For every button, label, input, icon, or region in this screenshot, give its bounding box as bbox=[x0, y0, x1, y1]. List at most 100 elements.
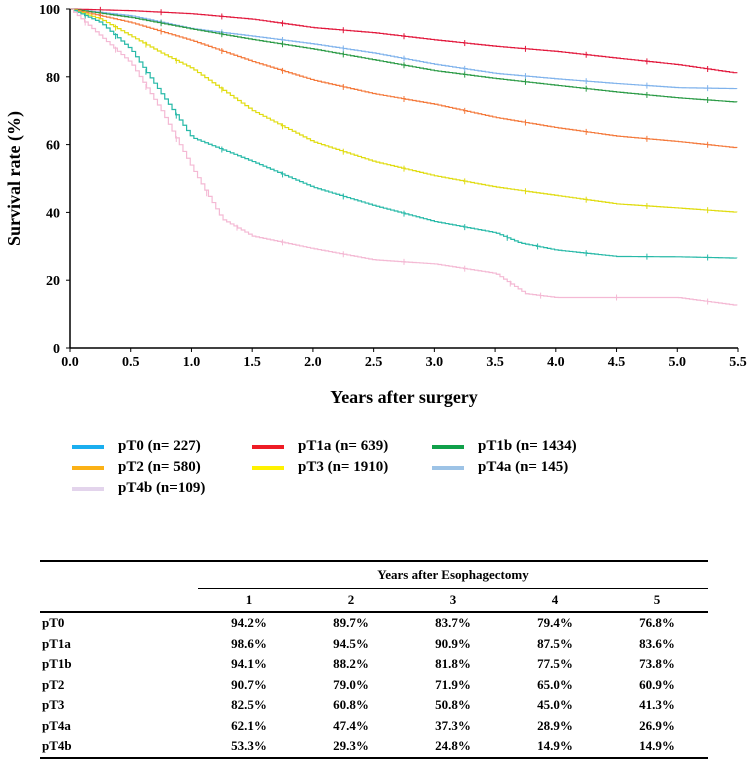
column-header: 4 bbox=[504, 588, 606, 613]
column-header: 1 bbox=[198, 588, 300, 613]
survival-chart: 0.0 0.5 1.0 1.5 2.0 2.5 3.0 3.5 4.0 4.5 5.0 5.5 0 20 4… bbox=[4, 3, 747, 407]
y-tick-label: 100 bbox=[39, 3, 60, 18]
column-header: 2 bbox=[300, 588, 402, 613]
table-cell: 90.7% bbox=[231, 676, 267, 692]
series-line-pT1b bbox=[70, 8, 738, 103]
x-tick-label: 2.0 bbox=[304, 355, 322, 370]
table-cell: 28.9% bbox=[537, 717, 573, 733]
legend-item: pT3 (n= 1910) bbox=[252, 459, 432, 476]
table-cell: 26.9% bbox=[639, 717, 675, 733]
legend-label: pT0 (n= 227) bbox=[118, 438, 201, 454]
table-cell: 50.8% bbox=[435, 697, 471, 713]
table-cell: 83.6% bbox=[639, 635, 675, 651]
table-cell: 83.7% bbox=[435, 615, 471, 631]
column-header: 5 bbox=[606, 588, 708, 613]
table-row: pT4b 53.3% 29.3% 24.8% 14.9% 14.9% bbox=[40, 736, 708, 758]
series-line-pT4a bbox=[70, 8, 738, 259]
table-cell: 77.5% bbox=[537, 656, 573, 672]
y-tick-label: 20 bbox=[46, 274, 60, 289]
table-cell: 90.9% bbox=[435, 635, 471, 651]
x-axis-label: Years after surgery bbox=[330, 387, 478, 407]
table-cell: 41.3% bbox=[639, 697, 675, 713]
legend-label: pT4a (n= 145) bbox=[478, 459, 569, 475]
legend-item: pT4a (n= 145) bbox=[432, 459, 612, 476]
table-cell: 94.1% bbox=[231, 656, 267, 672]
row-label: pT2 bbox=[42, 676, 65, 692]
legend-item: pT0 (n= 227) bbox=[72, 438, 252, 455]
table-cell: 53.3% bbox=[231, 738, 267, 754]
legend-swatch bbox=[252, 465, 284, 470]
row-label: pT4a bbox=[42, 717, 71, 733]
legend-item: pT4b (n=109) bbox=[72, 480, 252, 497]
legend-swatch bbox=[432, 465, 464, 470]
legend-swatch bbox=[72, 444, 104, 449]
legend-item: pT1a (n= 639) bbox=[252, 438, 432, 455]
y-tick-label: 0 bbox=[53, 342, 60, 357]
legend-swatch bbox=[72, 486, 104, 491]
table-cell: 94.5% bbox=[333, 635, 369, 651]
x-tick-label: 0.5 bbox=[122, 355, 140, 370]
x-tick-label: 1.0 bbox=[183, 355, 201, 370]
x-tick-label: 5.5 bbox=[729, 355, 747, 370]
table-cell: 87.5% bbox=[537, 635, 573, 651]
legend-label: pT3 (n= 1910) bbox=[298, 459, 389, 475]
x-tick-label: 2.5 bbox=[365, 355, 383, 370]
table-cell: 73.8% bbox=[639, 656, 675, 672]
y-tick-label: 40 bbox=[46, 206, 60, 221]
legend-label: pT4b (n=109) bbox=[118, 480, 206, 496]
legend-swatch bbox=[252, 444, 284, 449]
table-row: pT1b 94.1% 88.2% 81.8% 77.5% 73.8% bbox=[40, 654, 708, 675]
row-label: pT0 bbox=[42, 615, 65, 631]
legend-label: pT2 (n= 580) bbox=[118, 459, 201, 475]
table-row: pT2 90.7% 79.0% 71.9% 65.0% 60.9% bbox=[40, 675, 708, 696]
legend: pT0 (n= 227) pT1a (n= 639) pT1b (n= 1434) p… bbox=[72, 438, 592, 497]
series-line-pT4b bbox=[70, 8, 738, 306]
legend-label: pT1b (n= 1434) bbox=[478, 438, 577, 454]
series-line-pT3 bbox=[70, 8, 738, 213]
table-group-header: Years after Esophagectomy bbox=[198, 561, 708, 589]
legend-label: pT1a (n= 639) bbox=[298, 438, 389, 454]
y-tick-label: 80 bbox=[46, 71, 60, 86]
y-tick-label: 60 bbox=[46, 139, 60, 154]
table-row: pT4a 62.1% 47.4% 37.3% 28.9% 26.9% bbox=[40, 716, 708, 737]
row-label: pT3 bbox=[42, 697, 65, 713]
table-cell: 82.5% bbox=[231, 697, 267, 713]
y-axis-label: Survival rate (%) bbox=[4, 111, 25, 246]
table-cell: 71.9% bbox=[435, 676, 471, 692]
table-cell: 60.8% bbox=[333, 697, 369, 713]
table-cell: 81.8% bbox=[435, 656, 471, 672]
x-tick-label: 1.5 bbox=[243, 355, 261, 370]
table-cell: 14.9% bbox=[639, 738, 675, 754]
series-line-pT0 bbox=[70, 8, 738, 90]
legend-swatch bbox=[72, 465, 104, 470]
table-cell: 29.3% bbox=[333, 738, 369, 754]
table-cell: 62.1% bbox=[231, 717, 267, 733]
x-tick-label: 4.0 bbox=[547, 355, 565, 370]
table-cell: 45.0% bbox=[537, 697, 573, 713]
table-row: pT1a 98.6% 94.5% 90.9% 87.5% 83.6% bbox=[40, 634, 708, 655]
table-cell: 88.2% bbox=[333, 656, 369, 672]
table-cell: 79.0% bbox=[333, 676, 369, 692]
column-header: 3 bbox=[402, 588, 504, 613]
x-tick-label: 0.0 bbox=[61, 355, 79, 370]
row-label: pT1b bbox=[42, 656, 72, 672]
x-tick-label: 5.0 bbox=[669, 355, 687, 370]
table-row: pT3 82.5% 60.8% 50.8% 45.0% 41.3% bbox=[40, 695, 708, 716]
table-cell: 14.9% bbox=[537, 738, 573, 754]
legend-item: pT1b (n= 1434) bbox=[432, 438, 612, 455]
table-cell: 60.9% bbox=[639, 676, 675, 692]
table-cell: 65.0% bbox=[537, 676, 573, 692]
table-cell: 47.4% bbox=[333, 717, 369, 733]
legend-swatch bbox=[432, 444, 464, 449]
table-row: pT0 94.2% 89.7% 83.7% 79.4% 76.8% bbox=[40, 612, 708, 634]
x-tick-label: 4.5 bbox=[608, 355, 626, 370]
series-line-pT2 bbox=[70, 8, 738, 149]
series-line-pT1a bbox=[70, 8, 738, 74]
row-label: pT1a bbox=[42, 635, 71, 651]
table-cell: 37.3% bbox=[435, 717, 471, 733]
table-cell: 94.2% bbox=[231, 615, 267, 631]
table-cell: 98.6% bbox=[231, 635, 267, 651]
table-cell: 76.8% bbox=[639, 615, 675, 631]
legend-item: pT2 (n= 580) bbox=[72, 459, 252, 476]
